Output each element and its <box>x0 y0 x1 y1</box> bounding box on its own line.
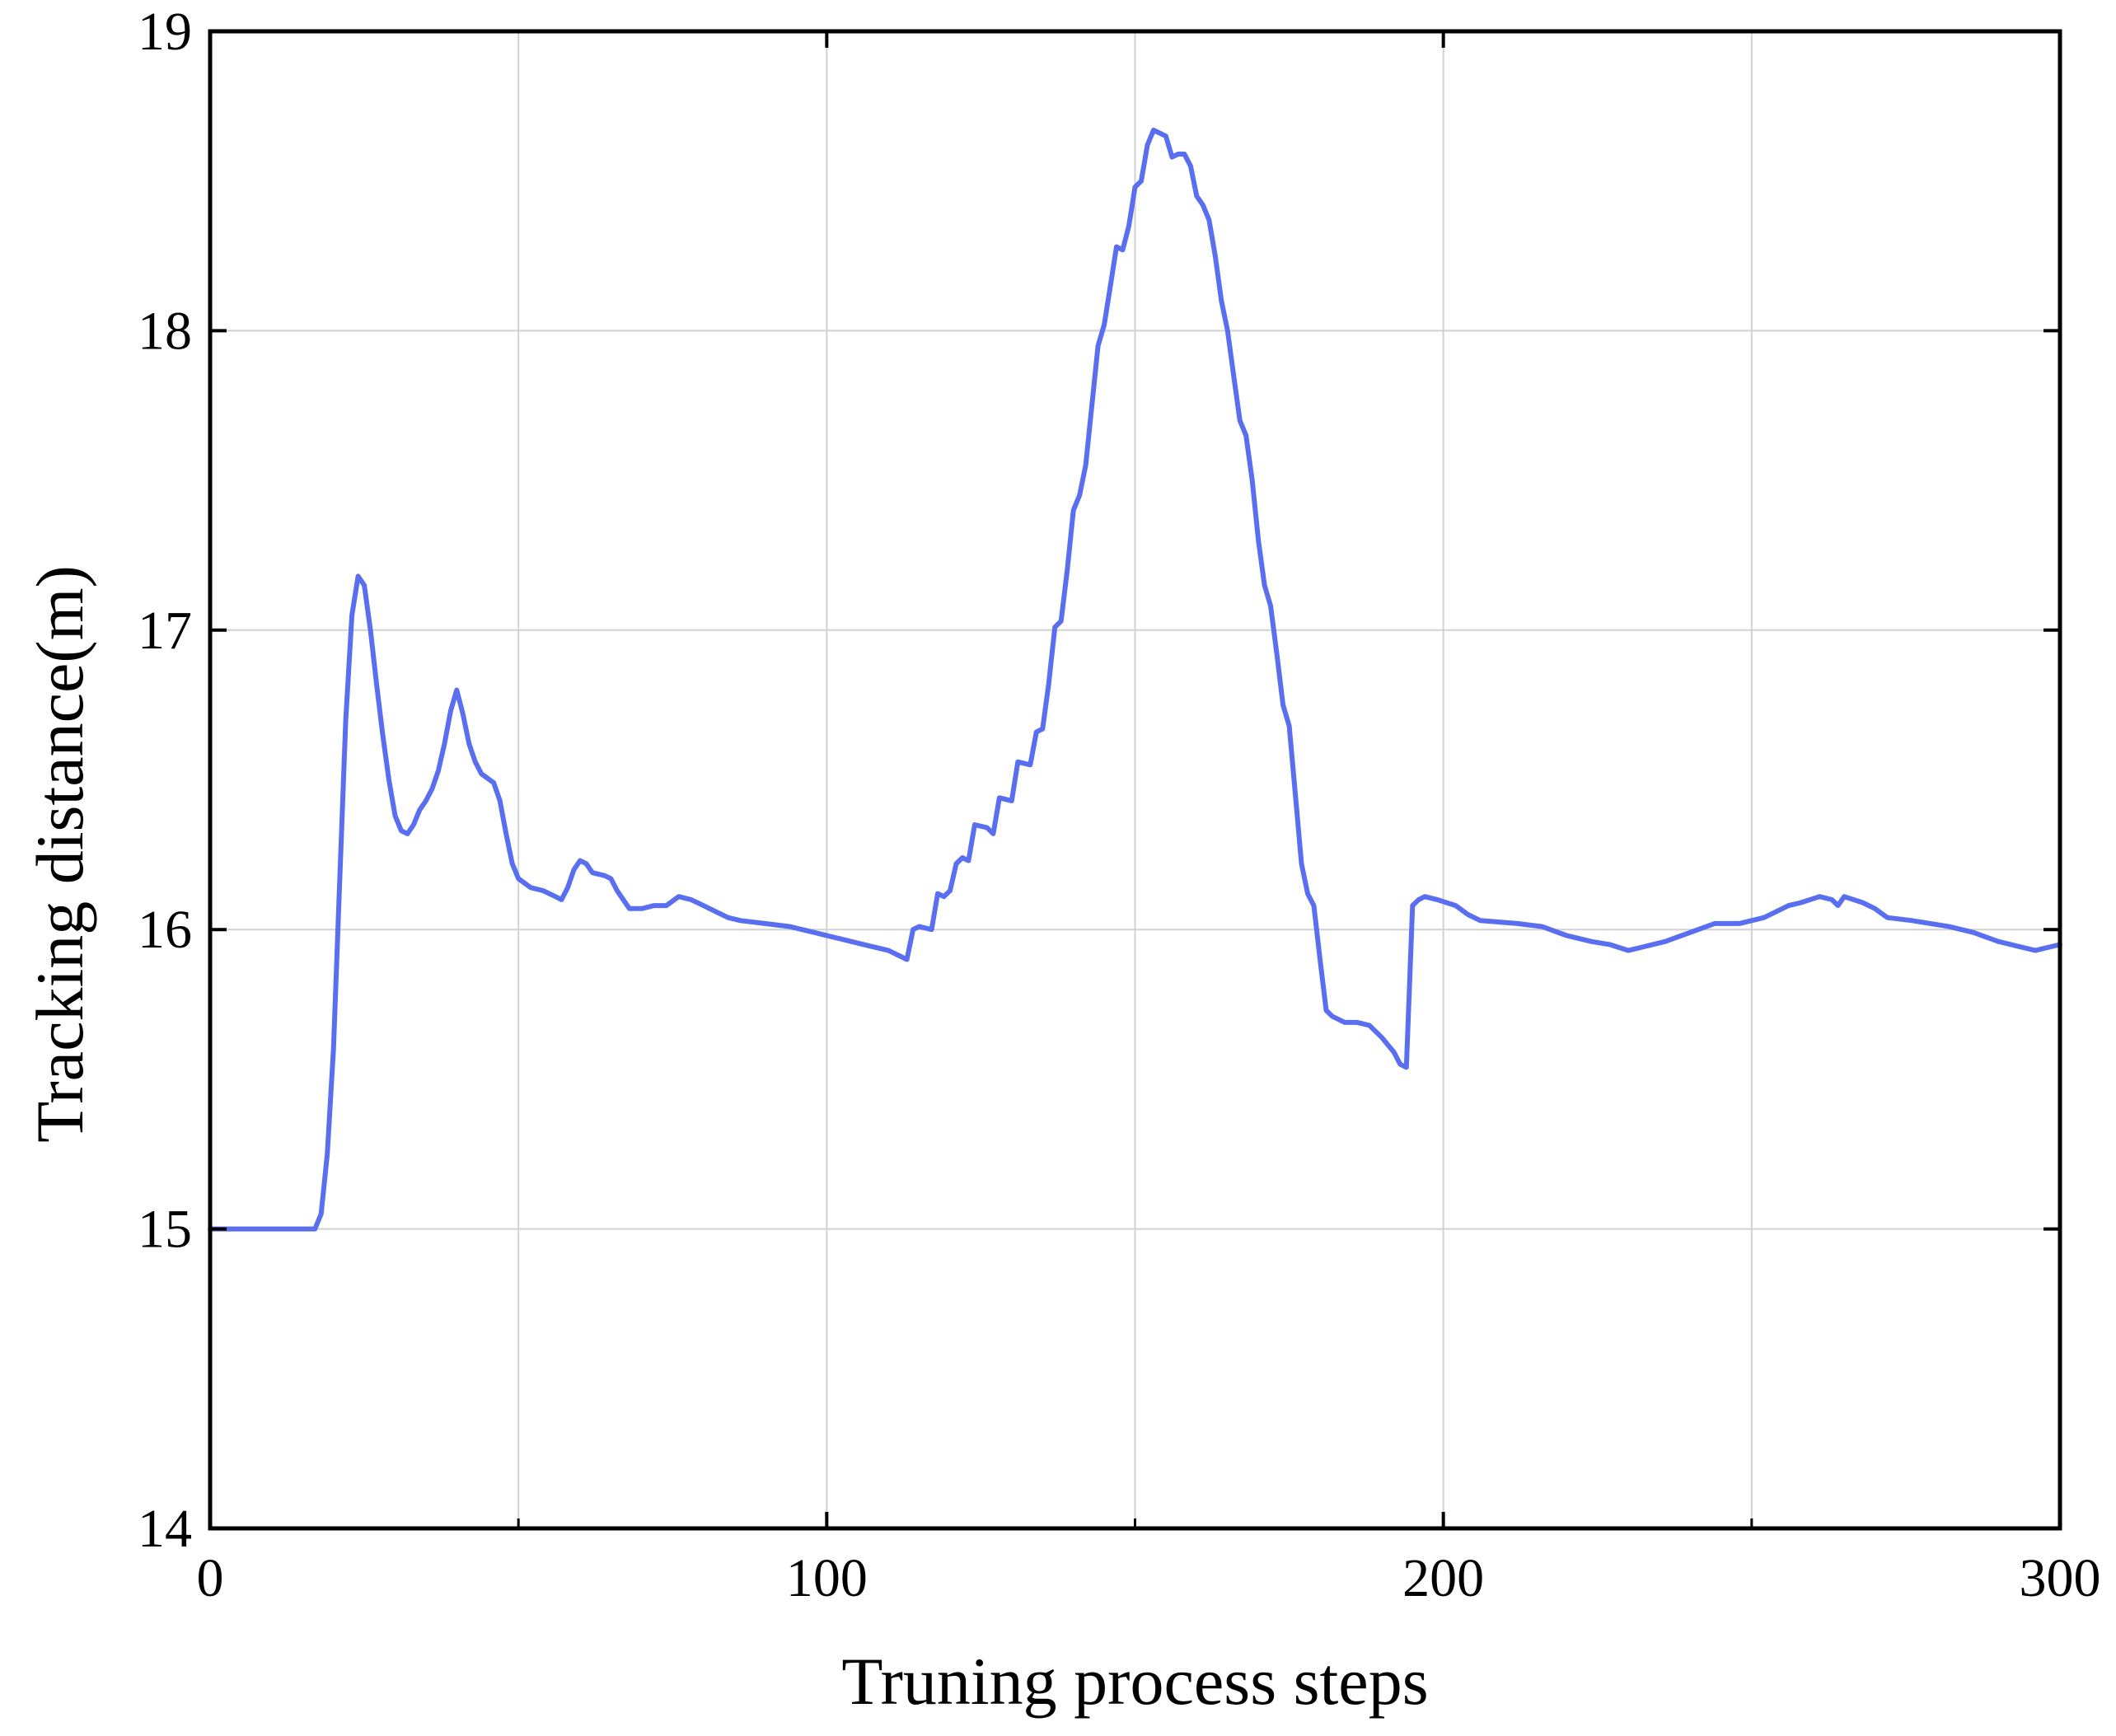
x-tick-label: 0 <box>197 1548 224 1608</box>
x-tick-label: 200 <box>1402 1548 1484 1608</box>
axis-ticks <box>208 30 2062 1530</box>
y-tick-label: 19 <box>138 2 192 62</box>
x-axis-title: Truning process steps <box>841 1644 1428 1719</box>
series-line <box>208 127 2062 1232</box>
tick-labels: 0 100 200 300 14 15 16 17 18 19 <box>138 2 2101 1608</box>
y-tick-label: 16 <box>138 900 192 960</box>
y-axis-title: Tracking distance(m) <box>22 565 97 1143</box>
y-tick-label: 18 <box>138 301 192 361</box>
grid-lines <box>210 31 2060 1528</box>
x-tick-label: 100 <box>786 1548 868 1608</box>
y-tick-label: 14 <box>138 1499 192 1559</box>
y-tick-label: 15 <box>138 1200 192 1260</box>
y-tick-label: 17 <box>138 601 192 661</box>
x-tick-label: 300 <box>2020 1548 2101 1608</box>
